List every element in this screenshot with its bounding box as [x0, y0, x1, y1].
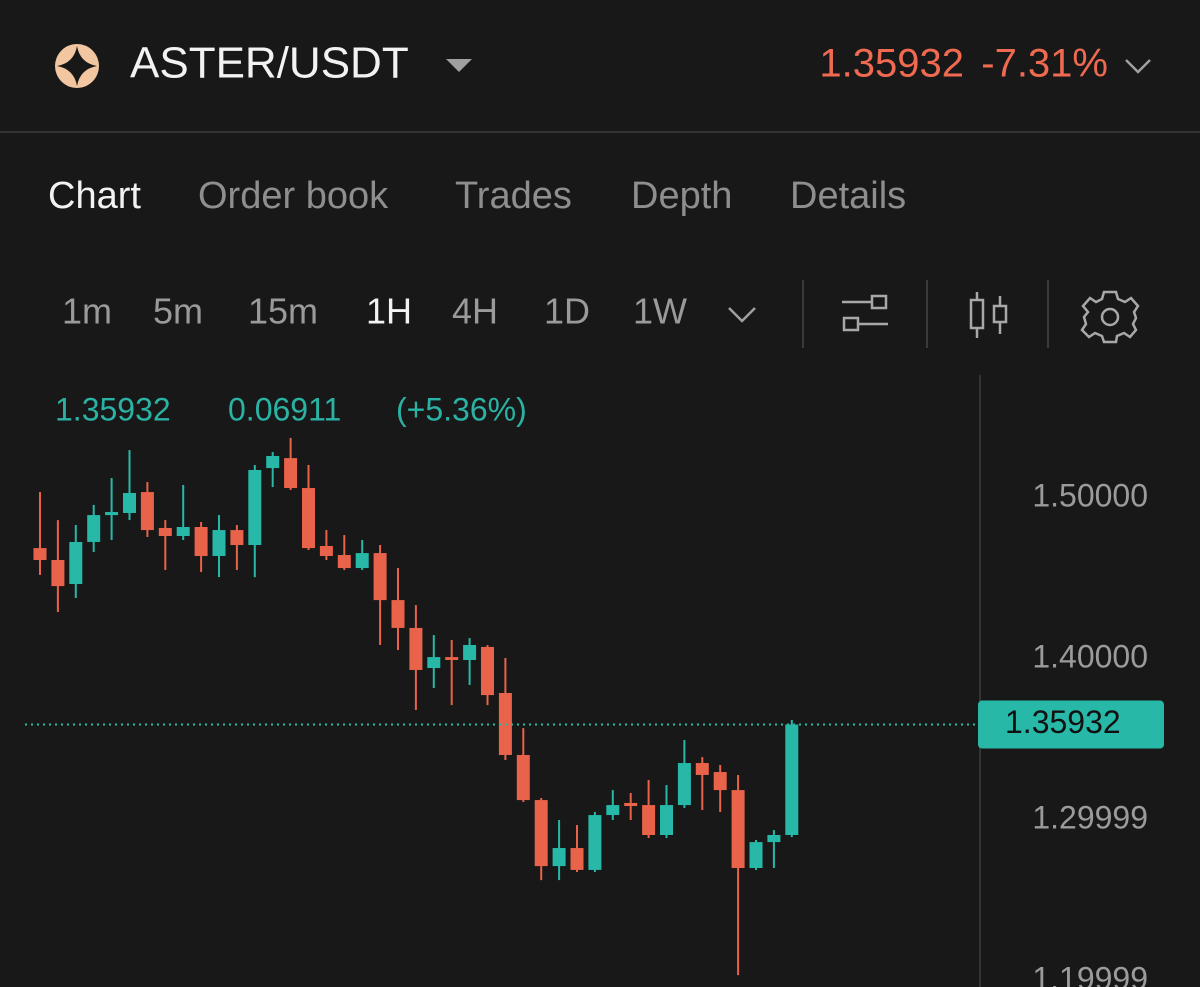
candle-body: [481, 646, 494, 696]
candle-body: [355, 553, 369, 569]
interval[interactable]: 5m: [153, 291, 203, 332]
candle-body: [731, 790, 745, 869]
candle-body: [642, 805, 656, 836]
candle-body: [534, 800, 548, 867]
tab[interactable]: Trades: [455, 175, 572, 217]
last-price-label: 1.35932: [1005, 704, 1121, 740]
candle-body: [516, 754, 530, 801]
candle-body: [248, 469, 262, 546]
header-price: 1.35932: [819, 42, 964, 86]
candle-body: [302, 488, 315, 549]
settings-icon[interactable]: [1080, 290, 1140, 344]
interval[interactable]: 1H: [366, 291, 412, 332]
candle-body: [713, 772, 727, 791]
candle-body: [677, 763, 691, 806]
candle-body: [409, 627, 423, 670]
candle-body: [570, 848, 584, 870]
pair-symbol[interactable]: ASTER/USDT: [130, 39, 409, 88]
ohlc-info: (+5.36%): [396, 391, 527, 427]
candle-body: [445, 657, 459, 660]
candle-body: [624, 802, 638, 807]
candle-body: [212, 530, 226, 556]
tab[interactable]: Details: [790, 175, 906, 217]
y-tick-label: 1.19999: [1032, 961, 1148, 987]
candle-body: [87, 515, 101, 542]
ohlc-info: 1.35932: [55, 391, 171, 427]
candle-body: [463, 645, 477, 660]
candle-body: [695, 763, 709, 775]
y-tick-label: 1.50000: [1032, 477, 1148, 513]
interval[interactable]: 1m: [62, 291, 112, 332]
interval[interactable]: 4H: [452, 291, 498, 332]
interval[interactable]: 1D: [544, 291, 590, 332]
candle-body: [391, 600, 405, 628]
pair-logo: [55, 44, 99, 88]
candle-body: [69, 541, 83, 584]
candle-body: [427, 657, 441, 669]
candle-body: [158, 527, 172, 537]
tab[interactable]: Order book: [198, 175, 389, 217]
candle-body: [51, 560, 65, 587]
y-tick-label: 1.40000: [1032, 638, 1148, 674]
candle-body: [105, 512, 119, 516]
y-tick-label: 1.29999: [1032, 800, 1148, 836]
candle-body: [785, 724, 799, 836]
candle-body: [194, 526, 208, 556]
candle-body: [123, 493, 136, 513]
candle-body: [337, 555, 351, 569]
candle-body: [606, 805, 620, 816]
candle-body: [266, 455, 280, 469]
candle-body: [373, 553, 387, 601]
interval[interactable]: 15m: [248, 291, 318, 332]
tab[interactable]: Chart: [48, 175, 141, 217]
candle-body: [749, 842, 763, 869]
interval-more[interactable]: [728, 307, 756, 323]
header-change: -7.31%: [981, 42, 1108, 86]
pair-dropdown[interactable]: [446, 59, 472, 72]
last-price-tag: [978, 700, 1164, 749]
candle-body: [33, 548, 47, 561]
chart-type-icon[interactable]: [969, 292, 1008, 338]
candle-body: [230, 530, 244, 546]
candle-body: [284, 458, 298, 489]
price-dropdown[interactable]: [1125, 59, 1151, 74]
ohlc-info: 0.06911: [228, 391, 341, 427]
candle-body: [588, 815, 602, 870]
candle-body: [552, 848, 566, 867]
candle-body: [140, 492, 154, 531]
indicator-icon[interactable]: [842, 294, 888, 332]
candle-body: [660, 805, 673, 836]
interval[interactable]: 1W: [633, 291, 687, 332]
candle-body: [767, 835, 781, 843]
candle-body: [176, 526, 190, 537]
candle-body: [319, 545, 333, 556]
tab[interactable]: Depth: [631, 175, 732, 217]
